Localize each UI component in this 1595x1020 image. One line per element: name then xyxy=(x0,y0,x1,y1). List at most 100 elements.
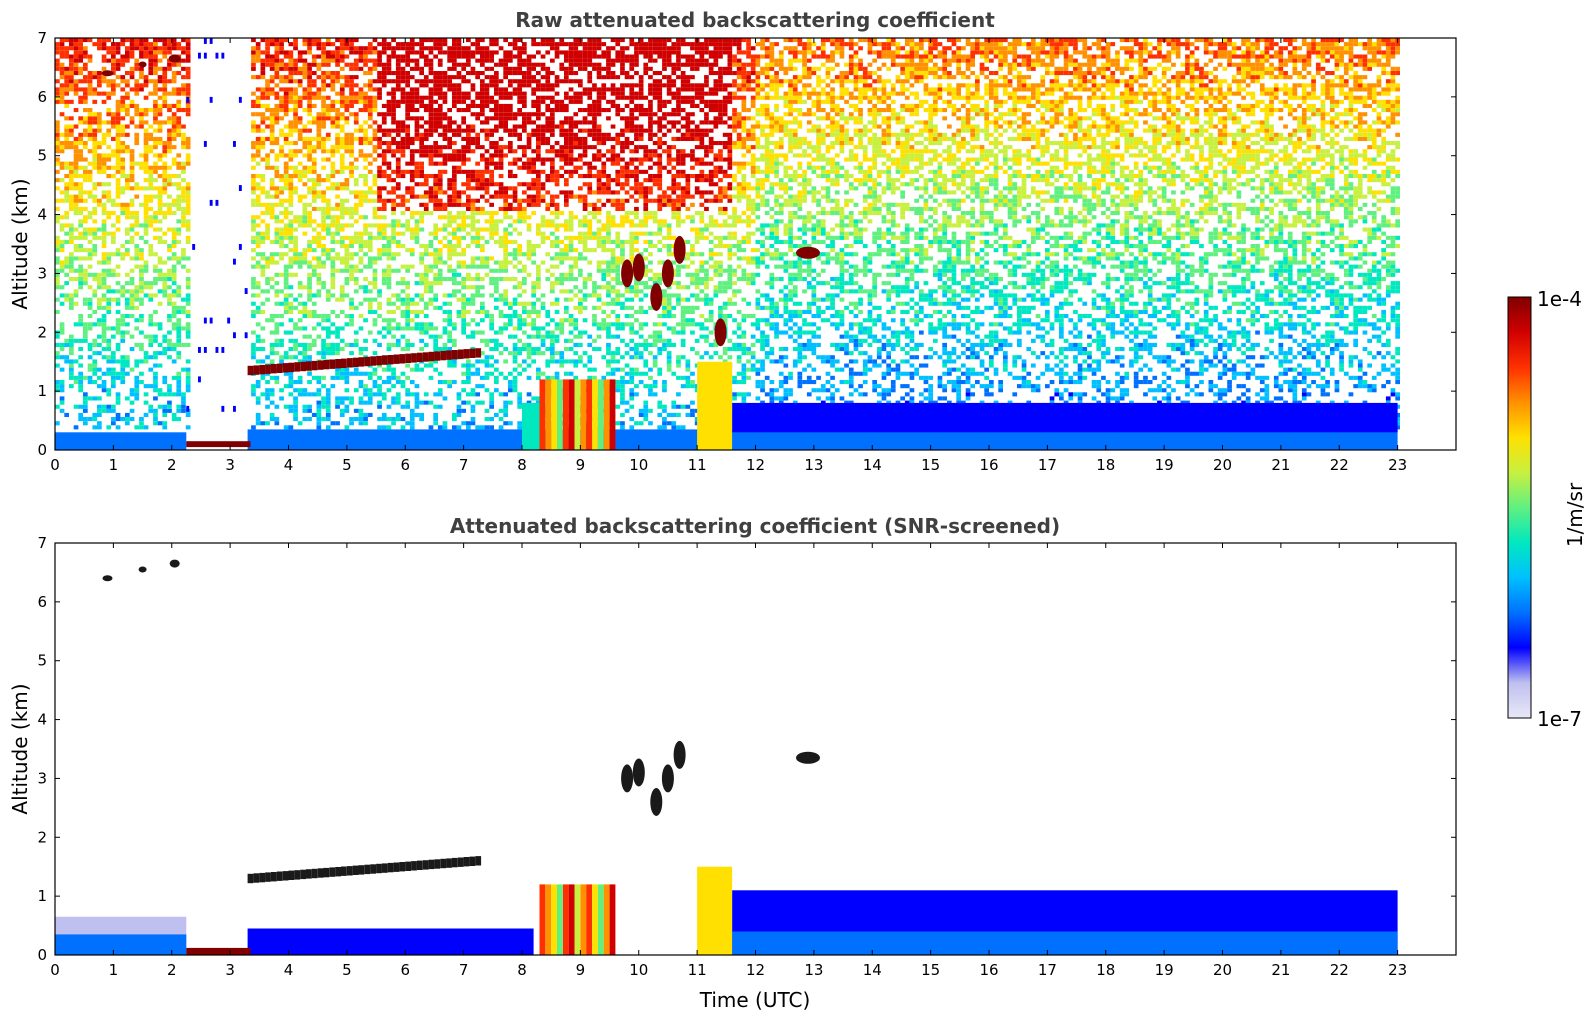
noise-pixel xyxy=(78,272,83,277)
noise-pixel xyxy=(274,190,280,195)
noise-pixel xyxy=(484,309,490,314)
noise-pixel xyxy=(377,363,382,368)
noise-pixel xyxy=(64,215,69,220)
noise-pixel xyxy=(148,42,154,47)
noise-pixel xyxy=(568,272,574,277)
noise-pixel xyxy=(531,178,536,183)
noise-pixel xyxy=(517,363,522,368)
noise-pixel xyxy=(480,384,485,389)
noise-pixel xyxy=(251,281,256,286)
noise-pixel xyxy=(157,194,163,199)
noise-pixel xyxy=(545,277,551,282)
noise-pixel xyxy=(251,392,256,397)
noise-pixel xyxy=(274,252,280,257)
noise-pixel xyxy=(111,58,116,63)
noise-pixel xyxy=(125,54,130,59)
noise-pixel xyxy=(550,272,555,277)
noise-pixel xyxy=(564,136,569,141)
noise-pixel xyxy=(73,289,79,294)
noise-pixel xyxy=(316,239,322,244)
noise-pixel xyxy=(400,169,406,174)
noise-pixel xyxy=(339,124,345,129)
noise-pixel xyxy=(171,211,177,216)
noise-pixel xyxy=(452,293,457,298)
noise-pixel xyxy=(283,103,289,108)
noise-pixel xyxy=(452,215,457,220)
noise-pixel xyxy=(316,412,322,417)
noise-pixel xyxy=(269,375,275,380)
noise-pixel xyxy=(442,42,448,47)
noise-pixel xyxy=(139,318,144,323)
noise-pixel xyxy=(64,141,69,146)
noise-pixel xyxy=(452,412,457,417)
noise-pixel xyxy=(265,421,270,426)
noise-pixel xyxy=(489,347,494,352)
noise-pixel xyxy=(111,408,116,413)
noise-pixel xyxy=(157,219,163,224)
noise-pixel xyxy=(526,83,532,88)
noise-pixel xyxy=(279,342,284,347)
noise-pixel xyxy=(344,182,350,187)
noise-pixel xyxy=(176,322,182,327)
noise-pixel xyxy=(125,359,130,364)
noise-pixel xyxy=(73,79,79,84)
noise-pixel xyxy=(353,136,359,141)
noise-pixel xyxy=(428,116,434,121)
noise-pixel xyxy=(115,202,121,207)
noise-pixel xyxy=(358,347,364,352)
noise-pixel xyxy=(64,338,69,343)
noise-pixel xyxy=(265,62,270,67)
noise-pixel xyxy=(517,281,522,286)
noise-pixel xyxy=(508,42,513,47)
noise-pixel xyxy=(255,309,261,314)
noise-pixel xyxy=(381,412,387,417)
noise-pixel xyxy=(302,38,308,43)
noise-pixel xyxy=(321,206,326,211)
noise-pixel xyxy=(522,58,527,63)
noise-pixel xyxy=(498,190,504,195)
noise-pixel xyxy=(265,87,270,92)
noise-pixel xyxy=(349,112,354,117)
noise-pixel xyxy=(288,194,294,199)
noise-pixel xyxy=(78,244,83,249)
noise-pixel xyxy=(512,355,518,360)
noise-pixel xyxy=(452,153,457,158)
noise-pixel xyxy=(419,141,424,146)
noise-pixel xyxy=(508,103,513,108)
noise-pixel xyxy=(106,289,112,294)
noise-pixel xyxy=(288,149,294,154)
noise-pixel xyxy=(358,231,364,236)
noise-pixel xyxy=(153,235,158,240)
noise-pixel xyxy=(97,38,102,43)
noise-pixel xyxy=(433,223,438,228)
noise-pixel xyxy=(512,248,518,253)
noise-pixel xyxy=(353,38,359,43)
noise-pixel xyxy=(564,75,569,80)
noise-pixel xyxy=(73,149,79,154)
noise-pixel xyxy=(423,149,429,154)
noise-pixel xyxy=(377,91,382,96)
noise-pixel xyxy=(139,268,144,273)
noise-pixel xyxy=(251,227,256,232)
noise-pixel xyxy=(437,248,443,253)
noise-pixel xyxy=(111,91,116,96)
noise-pixel xyxy=(64,116,69,121)
noise-pixel xyxy=(316,178,322,183)
noise-pixel xyxy=(78,363,83,368)
noise-pixel xyxy=(405,206,410,211)
noise-pixel xyxy=(452,87,457,92)
noise-pixel xyxy=(316,46,322,51)
noise-pixel xyxy=(568,66,574,71)
noise-pixel xyxy=(423,206,429,211)
noise-pixel xyxy=(335,169,340,174)
noise-pixel xyxy=(564,95,569,100)
noise-pixel xyxy=(452,58,457,63)
noise-pixel xyxy=(139,248,144,253)
noise-pixel xyxy=(508,322,513,327)
noise-pixel xyxy=(87,54,93,59)
noise-pixel xyxy=(279,190,284,195)
noise-pixel xyxy=(97,301,102,306)
noise-pixel xyxy=(330,235,336,240)
noise-pixel xyxy=(470,141,476,146)
noise-pixel xyxy=(536,112,541,117)
